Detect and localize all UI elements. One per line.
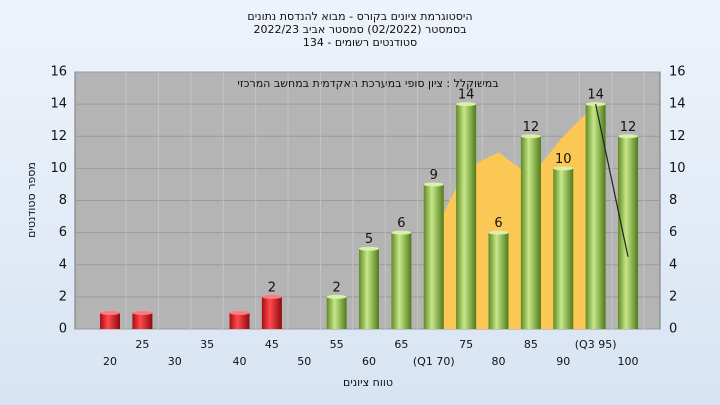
x-tick-label: 90 xyxy=(556,355,570,368)
x-tick-label: 50 xyxy=(297,355,311,368)
value-label: 5 xyxy=(365,232,373,247)
bar xyxy=(359,248,379,329)
x-axis-label: טווח ציונים xyxy=(343,376,393,389)
bar-cap xyxy=(423,182,444,187)
trend-line xyxy=(595,104,629,257)
bar-cap xyxy=(132,310,153,315)
y-tick-label: 10 xyxy=(50,161,67,176)
value-label: 14 xyxy=(587,88,604,103)
x-tick-label: 85 xyxy=(524,338,538,351)
bar-cap xyxy=(100,310,120,315)
title-line: בסמסטר (02/2022) סמסטר אביב 2022/23 xyxy=(253,23,466,36)
annotation: במשוקלל : ציון סופי במערכת האקדמית במחשב… xyxy=(237,77,498,90)
x-tick-label: 75 xyxy=(459,338,473,351)
bar-cap xyxy=(261,294,282,299)
bar xyxy=(326,296,347,329)
y-tick-label: 6 xyxy=(59,225,67,240)
value-label: 14 xyxy=(458,88,475,103)
y-axis-label: מספר סטודנטים xyxy=(25,162,38,238)
title-line: היסטוגרמת ציונים בקורס - מבוא להנדסת נתו… xyxy=(247,10,472,23)
x-tick-label: 65 xyxy=(394,338,408,351)
bar-cap xyxy=(488,230,509,235)
y2-tick-label: 0 xyxy=(669,322,677,337)
bar-cap xyxy=(456,102,477,107)
bar xyxy=(423,184,444,329)
bar-cap xyxy=(520,134,541,139)
x-tick-label: 20 xyxy=(103,355,117,368)
x-tick-label: 40 xyxy=(233,355,247,368)
bar-cap xyxy=(553,166,574,171)
value-label: 12 xyxy=(620,120,637,135)
x-tick-label: 55 xyxy=(330,338,344,351)
y2-tick-label: 14 xyxy=(669,97,686,112)
bar-cap xyxy=(229,310,250,315)
value-label: 9 xyxy=(430,168,438,183)
bar xyxy=(553,168,574,329)
x-tick-label: 100 xyxy=(618,355,639,368)
x-tick-label: 60 xyxy=(362,355,376,368)
y-tick-label: 12 xyxy=(50,129,67,144)
y-tick-label: 8 xyxy=(59,193,67,208)
bar xyxy=(100,312,120,329)
x-tick-label: (Q1 70) xyxy=(413,355,455,368)
value-label: 2 xyxy=(268,280,276,295)
bar xyxy=(132,312,153,329)
value-label: 6 xyxy=(494,216,502,231)
bar xyxy=(618,136,638,329)
value-label: 6 xyxy=(397,216,405,231)
bar-cap xyxy=(618,134,638,139)
y-tick-label: 4 xyxy=(59,257,67,272)
y2-tick-label: 16 xyxy=(669,65,686,80)
x-tick-label: 35 xyxy=(200,338,214,351)
y-tick-label: 2 xyxy=(59,289,67,304)
y2-tick-label: 10 xyxy=(669,161,686,176)
bar xyxy=(585,104,606,329)
title-line: סטודנטים רשומים - 134 xyxy=(303,36,417,49)
bar-cap xyxy=(359,246,379,251)
bar xyxy=(488,232,509,329)
y-tick-label: 14 xyxy=(50,97,67,112)
bar xyxy=(391,232,412,329)
x-tick-label: 80 xyxy=(492,355,506,368)
y2-tick-label: 4 xyxy=(669,257,677,272)
y-tick-label: 16 xyxy=(50,65,67,80)
plot-layer: 0246810121416024681012141620253035404525… xyxy=(50,65,685,369)
x-tick-label: 30 xyxy=(168,355,182,368)
x-tick-label: 25 xyxy=(135,338,149,351)
value-label: 10 xyxy=(555,152,572,167)
x-tick-label: (Q3 95) xyxy=(575,338,617,351)
bar xyxy=(229,312,250,329)
value-label: 2 xyxy=(332,280,340,295)
x-tick-label: 45 xyxy=(265,338,279,351)
value-label: 12 xyxy=(523,120,540,135)
y2-tick-label: 8 xyxy=(669,193,677,208)
bar-cap xyxy=(326,294,347,299)
y2-tick-label: 2 xyxy=(669,289,677,304)
y2-tick-label: 6 xyxy=(669,225,677,240)
bar xyxy=(456,104,477,329)
bar xyxy=(261,296,282,329)
y2-tick-label: 12 xyxy=(669,129,686,144)
bar xyxy=(520,136,541,329)
y-tick-label: 0 xyxy=(59,322,67,337)
bar-cap xyxy=(391,230,412,235)
